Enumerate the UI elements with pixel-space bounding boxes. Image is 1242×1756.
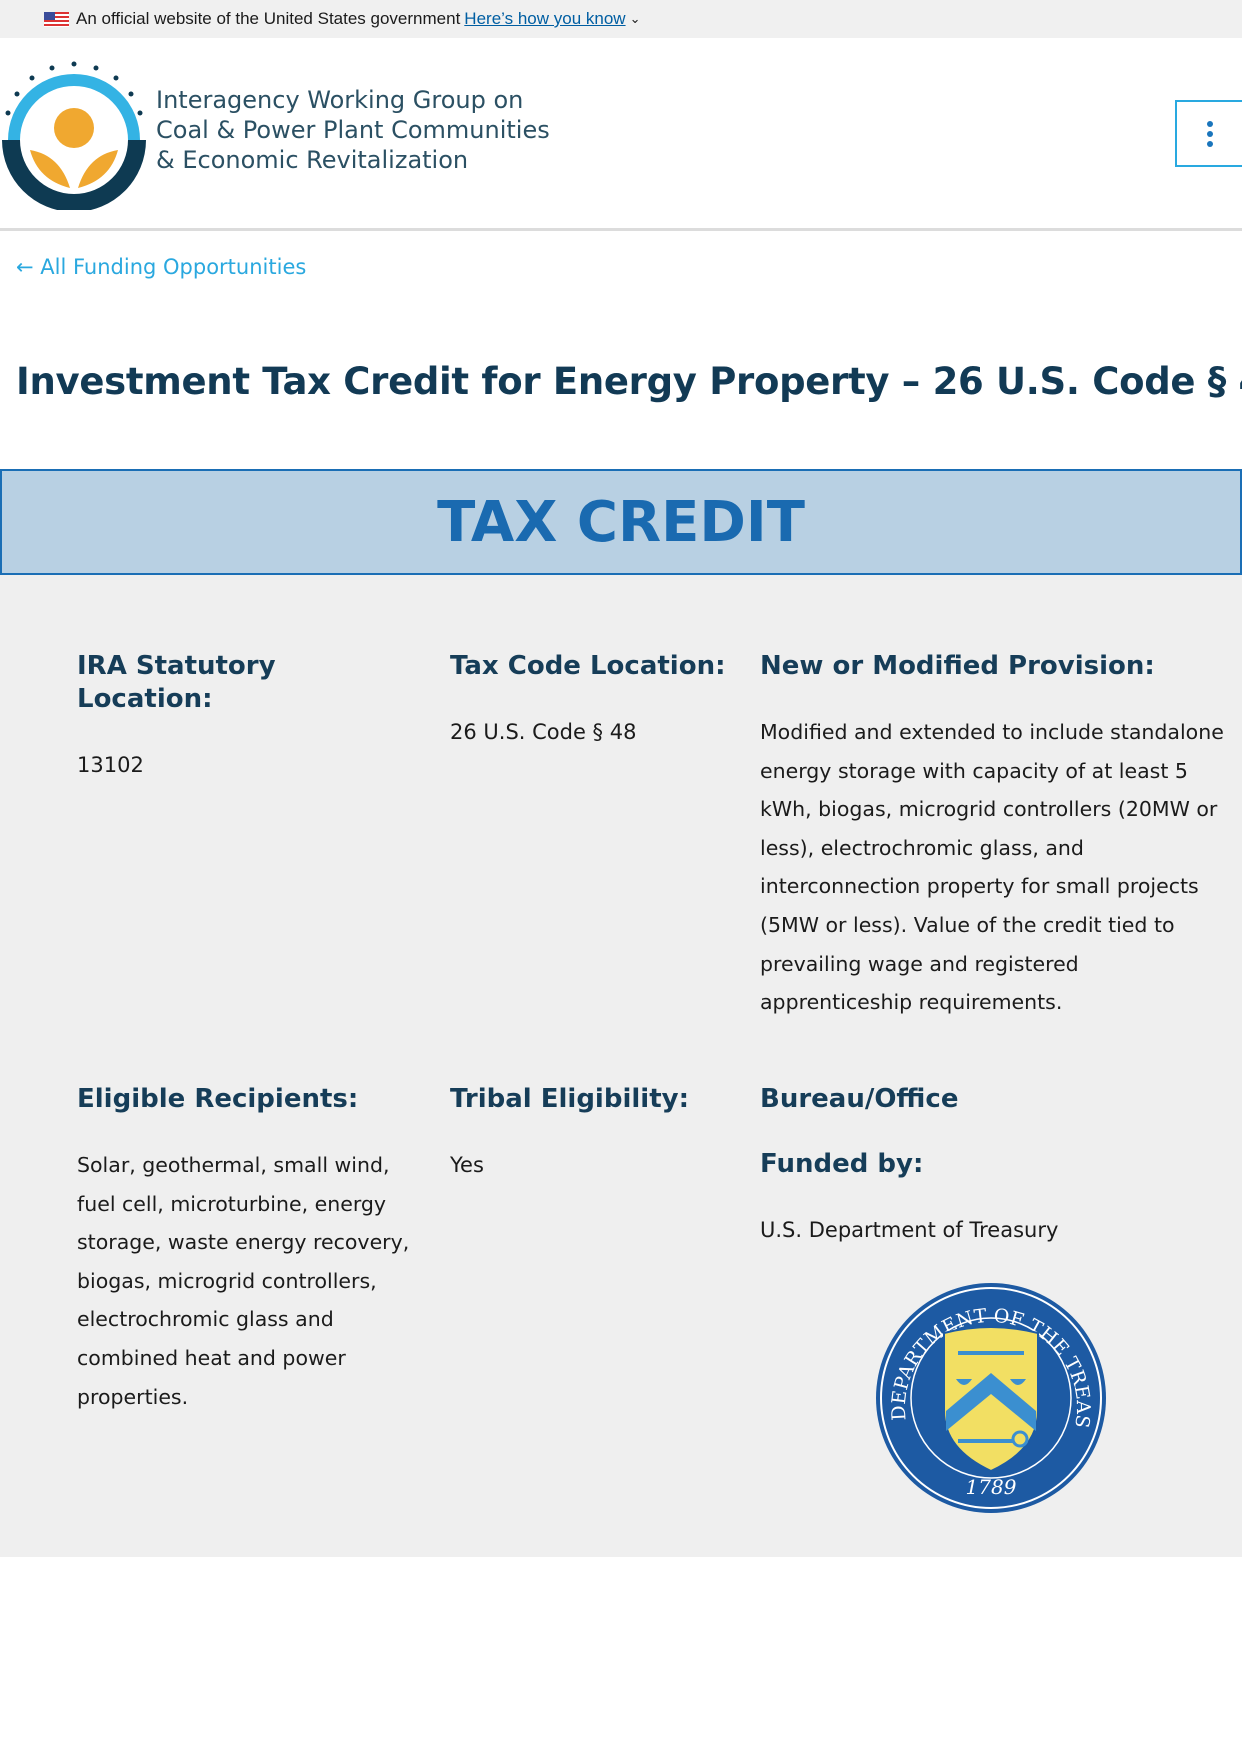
tax-code-value: 26 U.S. Code § 48 xyxy=(450,720,637,744)
heres-how-you-know-link[interactable]: Here’s how you know xyxy=(464,9,626,28)
logo-icon[interactable] xyxy=(0,60,148,210)
bureau-label: Bureau/Office xyxy=(760,1084,959,1114)
logo-line: Coal & Power Plant Communities xyxy=(156,116,550,144)
recipients-value: Solar, geothermal, small wind, fuel cell… xyxy=(77,1153,410,1409)
ira-location-label: IRA Statutory Location: xyxy=(77,651,276,714)
tribal-label: Tribal Eligibility: xyxy=(450,1084,689,1114)
gov-banner: An official website of the United States… xyxy=(0,0,1242,38)
bureau-value: U.S. Department of Treasury xyxy=(760,1218,1059,1242)
treasury-seal-icon: THE DEPARTMENT OF THE TREASURY 1789 xyxy=(874,1281,1106,1513)
provision-value: Modified and extended to include standal… xyxy=(760,720,1224,1015)
funded-by-label: Funded by: xyxy=(760,1149,924,1179)
menu-button[interactable] xyxy=(1175,100,1242,167)
chevron-down-icon[interactable]: ⌄ xyxy=(629,11,641,26)
tax-code: Tax Code Location: 26 U.S. Code § 48 xyxy=(450,650,750,752)
seal-year: 1789 xyxy=(966,1475,1017,1499)
provision: New or Modified Provision: Modified and … xyxy=(760,650,1230,1022)
us-flag-icon xyxy=(44,11,69,27)
provision-label: New or Modified Provision: xyxy=(760,651,1155,681)
logo-line: & Economic Revitalization xyxy=(156,146,469,174)
recipients: Eligible Recipients: Solar, geothermal, … xyxy=(77,1083,427,1416)
tribal-value: Yes xyxy=(450,1153,484,1177)
ira-location: IRA Statutory Location: 13102 xyxy=(77,650,417,785)
all-funding-opportunities-link[interactable]: ← All Funding Opportunities xyxy=(16,255,307,279)
logo-line: Interagency Working Group on xyxy=(156,86,524,114)
page-title: Investment Tax Credit for Energy Propert… xyxy=(16,360,1242,403)
bureau: Bureau/Office Funded by: U.S. Department… xyxy=(760,1083,1230,1250)
gov-banner-text: An official website of the United States… xyxy=(76,9,461,28)
tribal: Tribal Eligibility: Yes xyxy=(450,1083,750,1185)
tax-code-label: Tax Code Location: xyxy=(450,651,726,681)
site-header: Interagency Working Group on Coal & Powe… xyxy=(0,38,1242,231)
recipients-label: Eligible Recipients: xyxy=(77,1084,359,1114)
ira-location-value: 13102 xyxy=(77,753,144,777)
funding-type-banner: TAX CREDIT xyxy=(0,469,1242,575)
logo-text: Interagency Working Group on Coal & Powe… xyxy=(156,85,550,175)
